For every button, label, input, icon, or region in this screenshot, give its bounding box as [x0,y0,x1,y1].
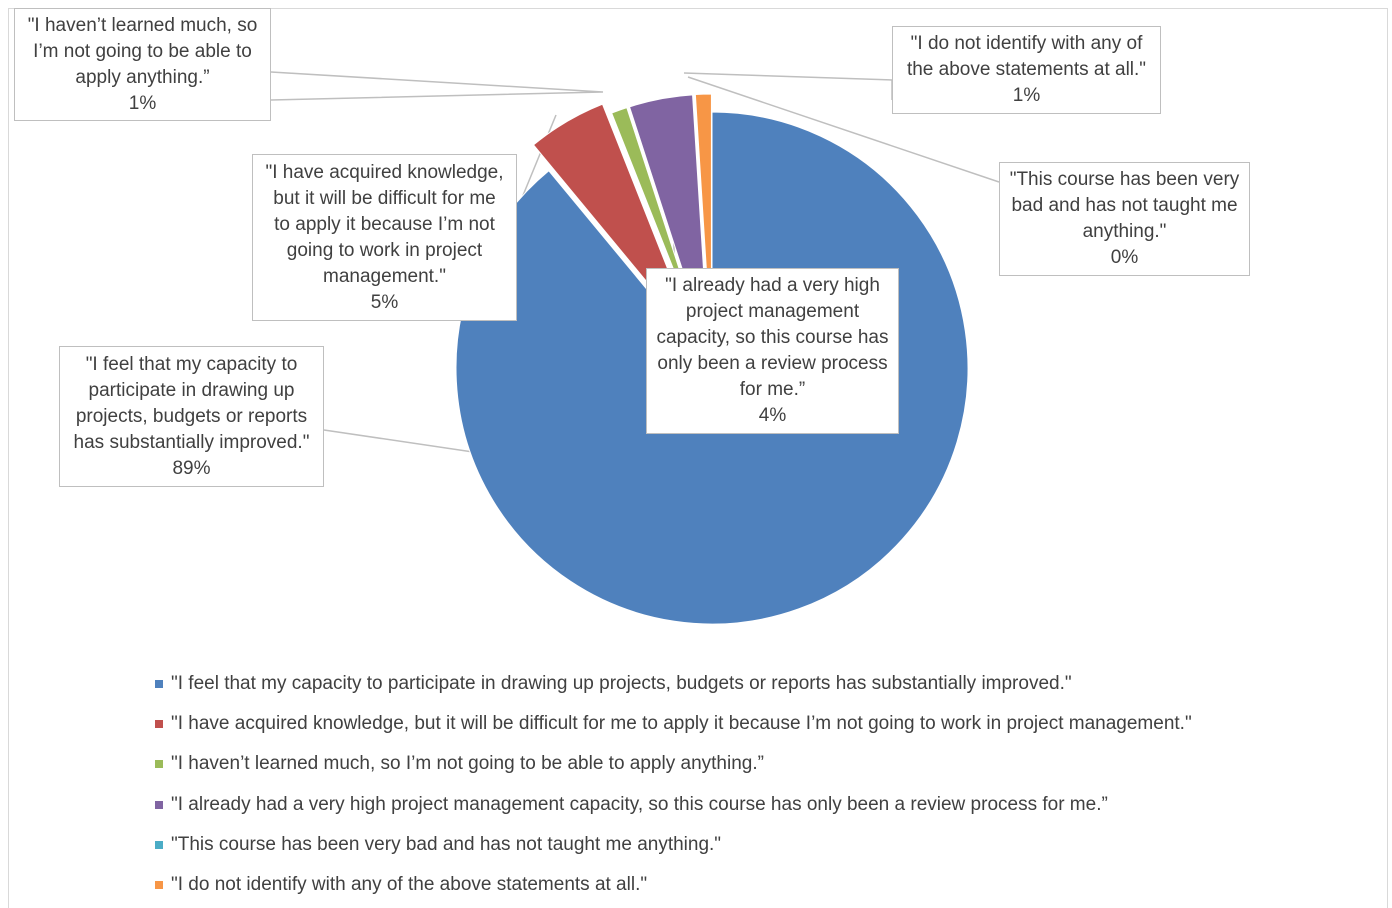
callout-text-line: participate in drawing up [88,379,295,401]
data-callout-2: "I haven’t learned much, so I’m not going… [14,8,271,121]
callout-text-line: but it will be difficult for me [273,187,496,209]
legend-label: "I feel that my capacity to participate … [171,673,1072,695]
legend-swatch [155,720,163,729]
legend-swatch [155,800,163,809]
legend-swatch [155,760,163,769]
legend-swatch [155,840,163,849]
callout-text-line: "I haven’t learned much, so [27,14,258,36]
legend-item-4: "This course has been very bad and has n… [155,825,1192,865]
legend-swatch [155,881,163,890]
legend-label: "I already had a very high project manag… [171,793,1108,815]
legend-swatch [155,680,163,689]
callout-text-line: project management [685,301,860,322]
callout-value-label: 1% [128,92,157,114]
leader-line-4 [687,76,1000,183]
callout-text-line: "This course has been very [1009,169,1240,190]
data-callout-3: "I already had a very high project manage… [646,268,899,434]
callout-text-line: apply anything.” [75,66,210,88]
legend-label: "I haven’t learned much, so I’m not goin… [171,753,764,775]
leader-line-2 [270,71,604,101]
callout-text-line: "I do not identify with any of [910,33,1143,54]
callout-value-label: 4% [758,405,787,426]
callout-text-line: "I already had a very high [665,275,880,296]
legend-label: "I do not identify with any of the above… [171,874,648,896]
callout-text-line: going to work in project [286,239,483,261]
legend: "I feel that my capacity to participate … [155,664,1192,905]
callout-text-line: "I have acquired knowledge, [265,161,504,183]
legend-item-3: "I already had a very high project manag… [155,785,1192,825]
callout-value-label: 89% [172,457,211,479]
callout-value-label: 0% [1110,247,1139,268]
callout-value-label: 1% [1012,85,1041,106]
callout-text-line: the above statements at all." [906,59,1147,80]
legend-label: "I have acquired knowledge, but it will … [171,713,1192,735]
callout-text-line: bad and has not taught me [1011,195,1238,216]
callout-text-line: anything." [1082,221,1167,242]
callout-text-line: I’m not going to be able to [33,40,252,62]
callout-text-line: management." [323,265,446,287]
callout-text-line: capacity, so this course has [656,327,889,348]
legend-item-1: "I have acquired knowledge, but it will … [155,704,1192,744]
data-callout-1: "I have acquired knowledge, but it will b… [252,154,517,321]
legend-label: "This course has been very bad and has n… [171,833,722,855]
callout-text-line: projects, budgets or reports [75,405,308,427]
legend-item-0: "I feel that my capacity to participate … [155,664,1192,704]
legend-item-2: "I haven’t learned much, so I’m not goin… [155,744,1192,784]
callout-value-label: 5% [370,291,399,313]
legend-item-5: "I do not identify with any of the above… [155,865,1192,905]
chart-frame [8,8,1388,908]
data-callout-4: "This course has been very bad and has no… [999,162,1250,276]
callout-text-line: only been a review process [657,353,888,374]
data-callout-0: "I feel that my capacity to participate i… [59,346,324,487]
callout-text-line: has substantially improved." [73,431,310,453]
callout-text-line: to apply it because I’m not [274,213,495,235]
data-callout-5: "I do not identify with any of the above … [892,26,1161,114]
callout-text-line: "I feel that my capacity to [85,353,298,375]
callout-text-line: for me.” [739,379,806,400]
